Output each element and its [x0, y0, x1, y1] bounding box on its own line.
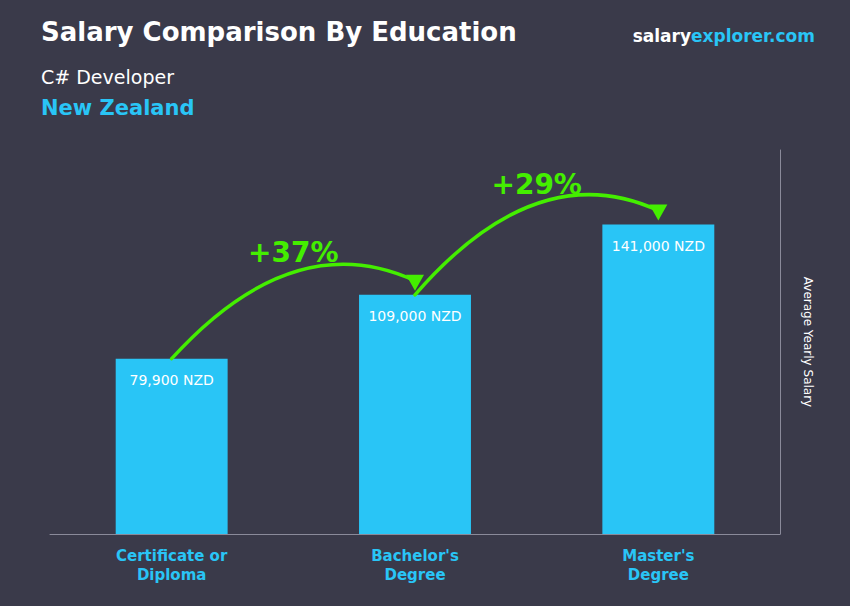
- svg-text:Degree: Degree: [384, 566, 445, 584]
- svg-text:New Zealand: New Zealand: [41, 96, 195, 120]
- svg-text:Bachelor's: Bachelor's: [371, 547, 459, 565]
- svg-text:141,000 NZD: 141,000 NZD: [612, 238, 705, 254]
- svg-text:Master's: Master's: [622, 547, 694, 565]
- svg-text:explorer.com: explorer.com: [691, 26, 815, 46]
- svg-text:+29%: +29%: [491, 168, 581, 201]
- svg-text:Average Yearly Salary: Average Yearly Salary: [801, 277, 815, 407]
- svg-text:Degree: Degree: [628, 566, 689, 584]
- svg-text:Certificate or: Certificate or: [116, 547, 228, 565]
- svg-text:109,000 NZD: 109,000 NZD: [368, 308, 461, 324]
- svg-text:Salary Comparison By Education: Salary Comparison By Education: [41, 17, 517, 47]
- svg-text:79,900 NZD: 79,900 NZD: [130, 372, 214, 388]
- svg-text:Diploma: Diploma: [137, 566, 207, 584]
- svg-text:+37%: +37%: [248, 236, 338, 269]
- svg-text:C# Developer: C# Developer: [41, 66, 174, 88]
- svg-text:salary: salary: [633, 26, 691, 46]
